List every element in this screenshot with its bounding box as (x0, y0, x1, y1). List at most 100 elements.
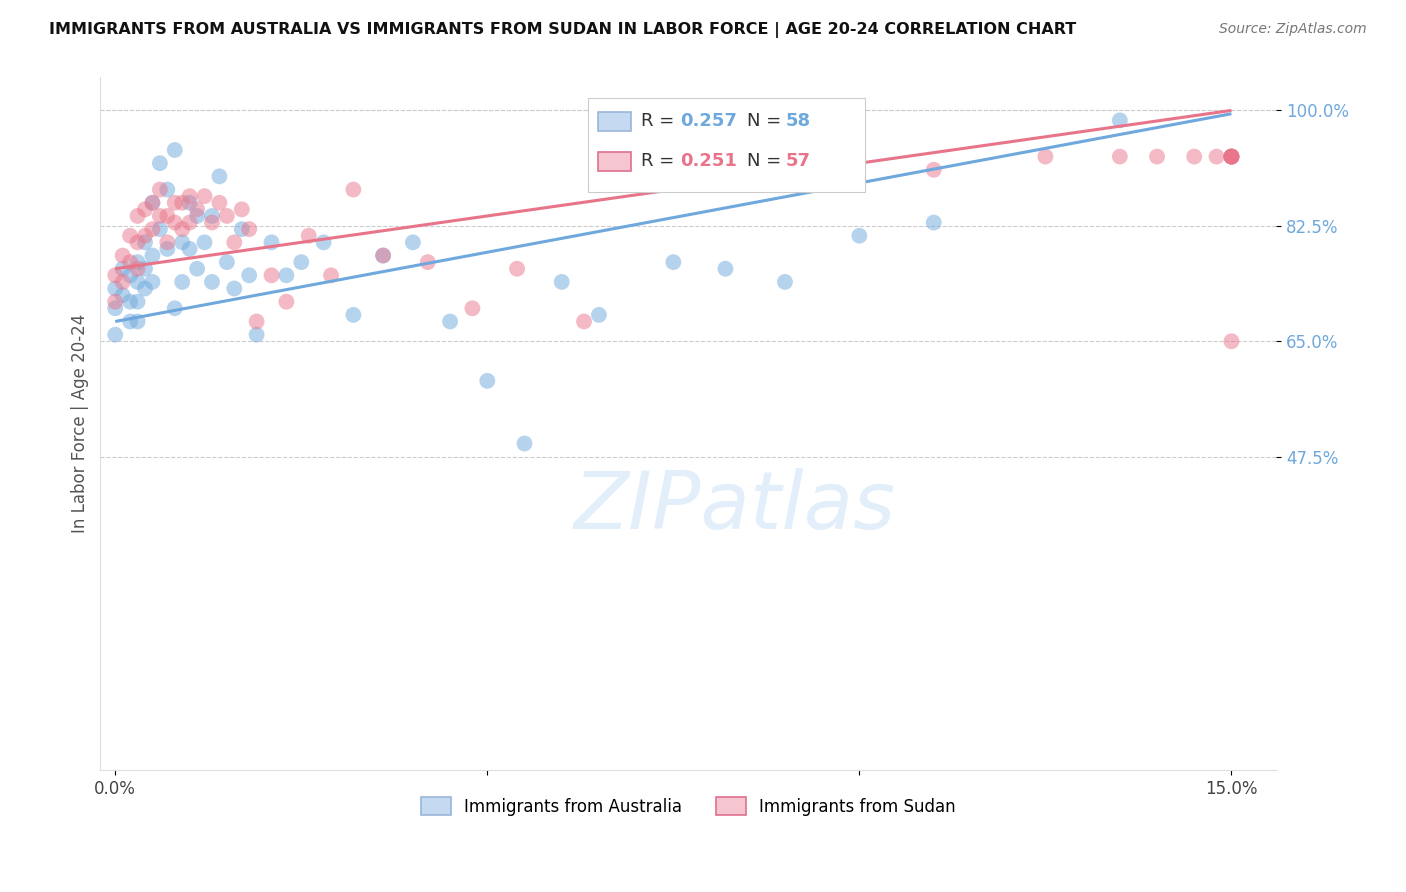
Point (208, 195, 231, 210)
Point (1220, 150, 1243, 164)
Point (172, 235, 194, 250)
Point (141, 275, 163, 289)
Point (215, 209, 238, 223)
Point (572, 314, 595, 328)
Point (773, 275, 796, 289)
Point (1146, 150, 1168, 164)
Point (290, 255, 312, 269)
Point (201, 275, 224, 289)
Point (163, 301, 186, 316)
Text: R =: R = (641, 112, 681, 130)
Point (312, 235, 335, 250)
Text: N =: N = (747, 152, 787, 169)
Point (127, 235, 149, 250)
Text: N =: N = (747, 112, 787, 130)
Point (127, 314, 149, 328)
Point (127, 209, 149, 223)
Point (127, 275, 149, 289)
Text: 58: 58 (786, 112, 811, 130)
Point (773, 150, 796, 164)
Point (186, 202, 208, 217)
Point (439, 314, 461, 328)
Point (156, 209, 179, 223)
Point (186, 261, 208, 276)
Point (1220, 150, 1243, 164)
Point (120, 294, 142, 309)
Point (246, 327, 269, 342)
Point (714, 261, 737, 276)
FancyBboxPatch shape (598, 112, 631, 131)
Point (1220, 150, 1243, 164)
Point (513, 436, 536, 450)
Text: IMMIGRANTS FROM AUSTRALIA VS IMMIGRANTS FROM SUDAN IN LABOR FORCE | AGE 20-24 CO: IMMIGRANTS FROM AUSTRALIA VS IMMIGRANTS … (49, 22, 1077, 38)
Point (134, 228, 156, 243)
Point (149, 209, 172, 223)
Point (624, 176, 647, 190)
Point (111, 261, 134, 276)
Point (1035, 150, 1057, 164)
Point (1220, 150, 1243, 164)
Point (104, 327, 127, 342)
Text: Source: ZipAtlas.com: Source: ZipAtlas.com (1219, 22, 1367, 37)
Text: 57: 57 (786, 152, 811, 169)
Point (319, 268, 342, 283)
FancyBboxPatch shape (598, 152, 631, 171)
Point (215, 255, 238, 269)
FancyBboxPatch shape (588, 98, 865, 192)
Point (193, 189, 215, 203)
Point (276, 294, 298, 309)
Point (1205, 150, 1227, 164)
Point (640, 136, 662, 151)
Point (149, 222, 172, 236)
Point (477, 374, 499, 388)
Point (260, 235, 283, 250)
Point (134, 261, 156, 276)
Point (111, 275, 134, 289)
Point (551, 275, 574, 289)
Point (163, 143, 186, 157)
Point (231, 222, 253, 236)
Point (186, 209, 208, 223)
Point (260, 268, 283, 283)
Point (402, 235, 425, 250)
Text: ZIPatlas: ZIPatlas (574, 467, 896, 546)
Point (342, 308, 364, 322)
Point (238, 268, 260, 283)
Legend: Immigrants from Australia, Immigrants from Sudan: Immigrants from Australia, Immigrants fr… (412, 789, 965, 824)
Point (127, 294, 149, 309)
Point (172, 195, 194, 210)
Point (371, 248, 394, 262)
Point (156, 183, 179, 197)
Point (193, 235, 215, 250)
Point (208, 169, 231, 184)
Point (134, 235, 156, 250)
Point (246, 314, 269, 328)
Point (201, 209, 224, 223)
Point (1182, 150, 1205, 164)
Point (224, 235, 246, 250)
Point (120, 228, 142, 243)
Point (104, 294, 127, 309)
Point (416, 255, 439, 269)
Point (104, 301, 127, 316)
Point (141, 248, 163, 262)
Text: 0.257: 0.257 (681, 112, 737, 130)
Point (104, 268, 127, 283)
Point (179, 242, 201, 256)
Y-axis label: In Labor Force | Age 20-24: In Labor Force | Age 20-24 (72, 314, 89, 533)
Point (506, 261, 529, 276)
Point (127, 261, 149, 276)
Point (224, 281, 246, 295)
Point (134, 281, 156, 295)
Text: 0.251: 0.251 (681, 152, 737, 169)
Point (163, 195, 186, 210)
Point (276, 268, 298, 283)
Point (179, 189, 201, 203)
Point (120, 255, 142, 269)
Point (120, 268, 142, 283)
Point (134, 202, 156, 217)
Point (149, 183, 172, 197)
Point (201, 215, 224, 229)
Point (141, 195, 163, 210)
Point (179, 215, 201, 229)
